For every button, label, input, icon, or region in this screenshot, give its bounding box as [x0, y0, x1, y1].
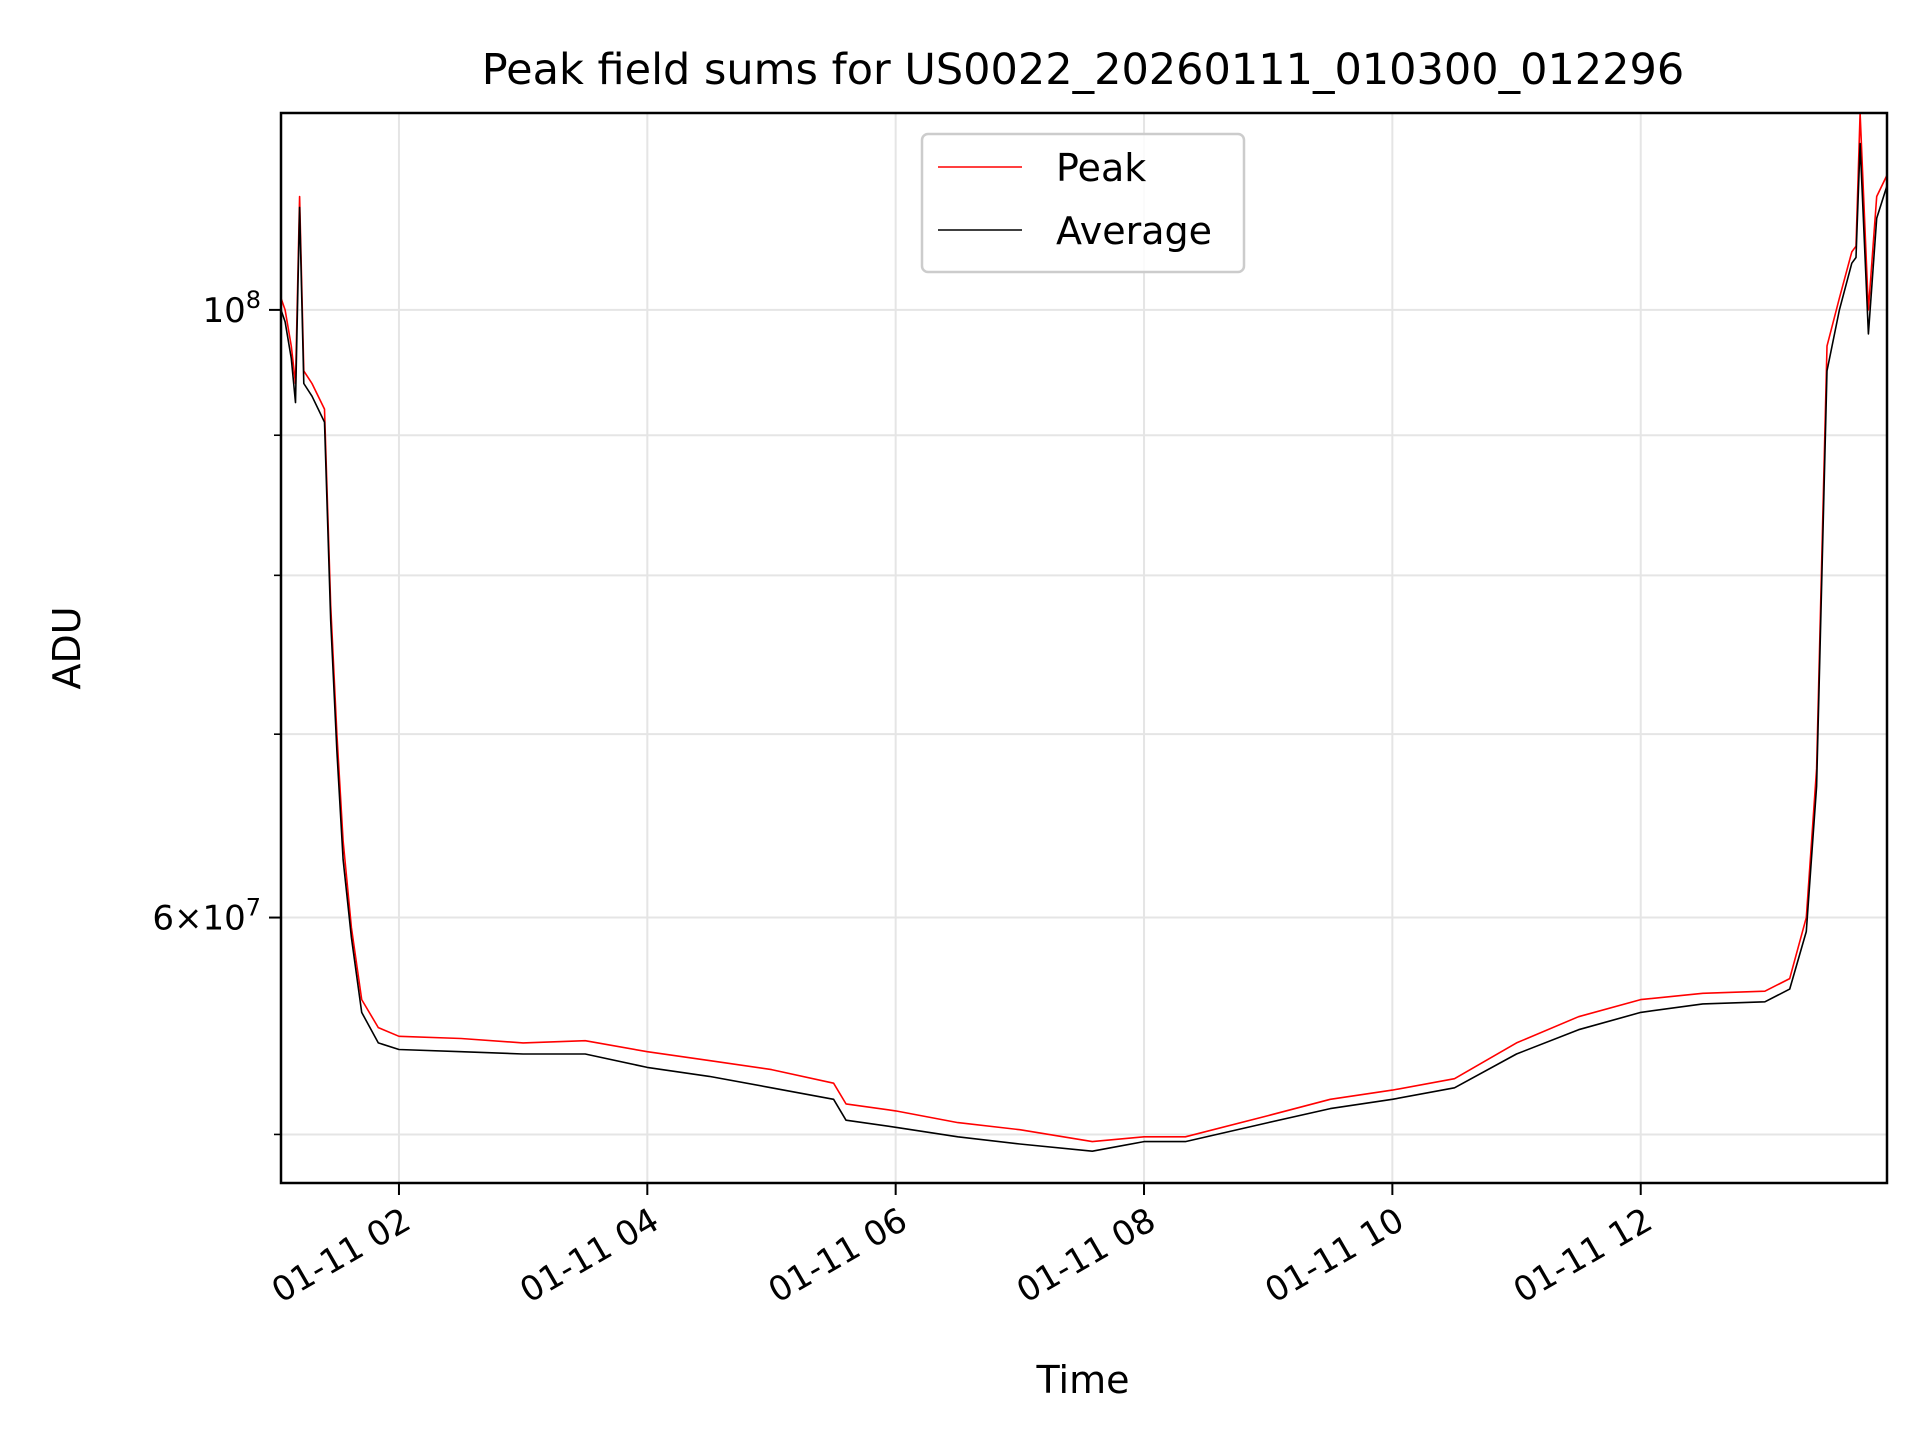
- legend-label-peak: Peak: [1056, 146, 1146, 190]
- y-axis-label: ADU: [45, 606, 89, 689]
- chart-title: Peak field sums for US0022_20260111_0103…: [482, 45, 1685, 95]
- legend-label-average: Average: [1056, 209, 1212, 253]
- x-axis-label: Time: [1036, 1358, 1130, 1402]
- plot-area: [280, 112, 1888, 1152]
- y-axis-ticks: 108 6×107: [152, 286, 281, 1136]
- y-tick-label: 6×107: [152, 894, 261, 939]
- axes-frame: [279, 111, 1889, 1185]
- legend-box: [920, 132, 1246, 274]
- grid: [281, 113, 1887, 1183]
- y-tick-label: 108: [202, 286, 261, 331]
- legend: Peak Average: [920, 132, 1246, 274]
- series-line-average: [280, 142, 1888, 1152]
